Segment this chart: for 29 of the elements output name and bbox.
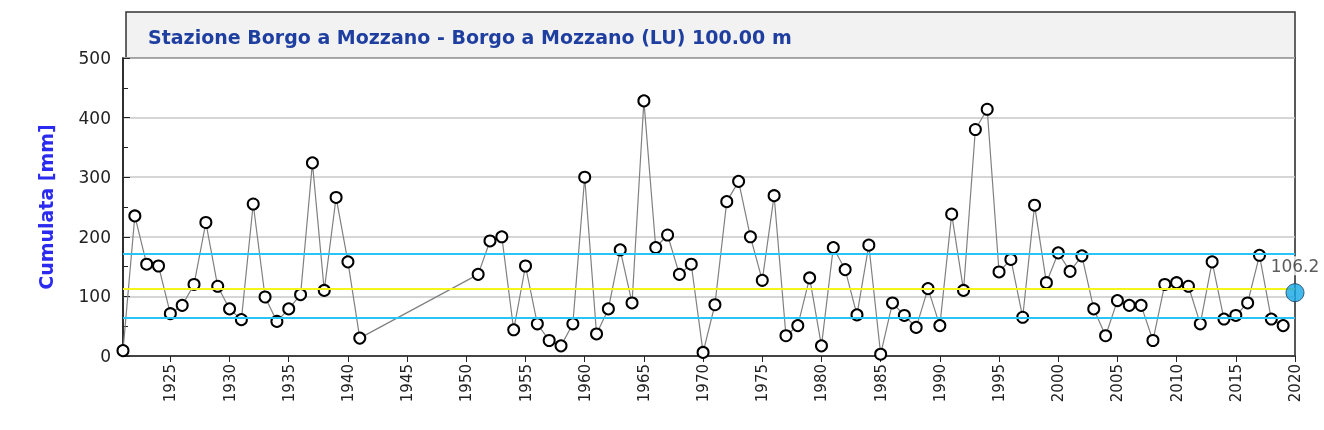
x-tick-label: 2015 [1226,364,1245,403]
x-tick-label: 1940 [338,364,357,403]
x-tick-label: 1970 [694,364,713,403]
y-tick-label: 100 [78,286,111,307]
x-tick-label: 2005 [1108,364,1127,403]
x-tick-label: 1930 [220,364,239,403]
y-axis-title: Cumulata [mm] [34,124,57,290]
y-tick-label: 300 [78,167,111,188]
x-tick-label: 1965 [634,364,653,403]
x-tick-label: 2000 [1049,364,1068,403]
x-tick-label: 1935 [279,364,298,403]
chart-title: Stazione Borgo a Mozzano - Borgo a Mozzano (LU) 100.00 m [148,25,792,48]
x-tick-label: 1945 [398,364,417,403]
x-tick-label: 1960 [575,364,594,403]
x-tick-label: 2010 [1167,364,1186,403]
y-tick-label: 200 [78,226,111,247]
x-tick-label: 2020 [1286,364,1304,403]
x-tick-label: 1980 [812,364,831,403]
y-tick-label: 0 [100,346,111,366]
y-tick-label: 400 [78,107,111,128]
x-tick-label: 1995 [990,364,1009,403]
x-tick-label: 1985 [871,364,890,403]
data-label: 106.2 [1270,255,1320,276]
x-tick-label: 1975 [753,364,772,403]
y-tick-label: 500 [78,48,111,68]
x-tick-label: 1950 [457,364,476,403]
x-tick-label: 1990 [930,364,949,403]
x-tick-label: 1925 [161,364,180,403]
x-tick-label: 1955 [516,364,535,403]
